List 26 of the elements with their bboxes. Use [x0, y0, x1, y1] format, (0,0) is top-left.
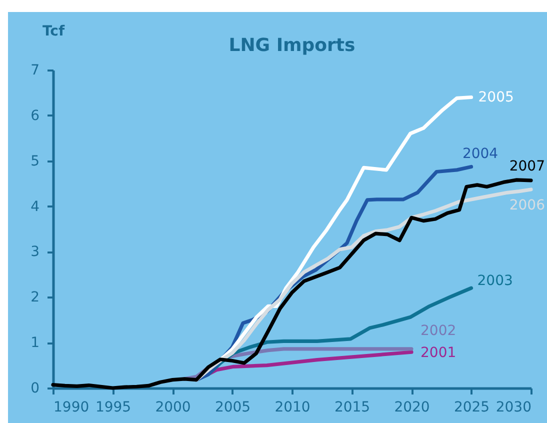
y-tick-label: 2 — [30, 290, 40, 306]
x-tick-label: 1995 — [95, 400, 132, 416]
x-tick-label: 2005 — [214, 400, 251, 416]
series-label: 2001 — [420, 345, 456, 362]
x-tick-label: 2000 — [155, 400, 191, 416]
y-tick-label: 1 — [30, 335, 40, 352]
y-tick-label: 4 — [30, 198, 40, 215]
x-tick-label: 1990 — [54, 400, 90, 416]
y-tick-label: 7 — [30, 62, 40, 78]
x-tick-label: 2030 — [496, 400, 532, 416]
series-label: 2006 — [509, 197, 546, 214]
series-label: 2004 — [462, 146, 498, 162]
y-axis-title: Tcf — [42, 24, 66, 40]
series-label: 2007 — [509, 158, 545, 174]
series-label: 2005 — [478, 89, 514, 106]
x-tick-label: 2015 — [334, 400, 370, 416]
y-tick-label: 6 — [30, 108, 40, 124]
y-tick-label: 3 — [30, 244, 40, 260]
x-tick-label: 2020 — [394, 400, 430, 416]
series-label: 2003 — [477, 273, 513, 290]
y-tick-label: 5 — [30, 153, 40, 170]
x-tick-label: 2025 — [454, 400, 490, 416]
series-label: 2002 — [420, 322, 456, 339]
chart-title: LNG Imports — [228, 35, 356, 56]
y-tick-label: 0 — [30, 380, 40, 396]
x-tick-label: 2010 — [274, 400, 310, 416]
